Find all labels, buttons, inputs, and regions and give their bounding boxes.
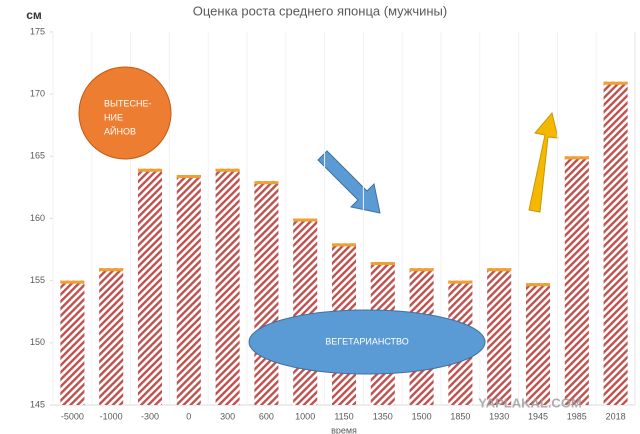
x-tick-label: 1985 [567,411,587,421]
x-tick-label: 0 [186,411,191,421]
bar-cap [293,218,318,222]
x-tick-label: -300 [141,411,159,421]
annotation-text: ВЕГЕТАРИАНСТВО [325,336,408,346]
bar [603,81,628,405]
bar-cap [603,81,628,85]
annotation-text: АЙНОВ [104,125,136,136]
x-tick-label: 1350 [373,411,393,421]
y-tick-label: 165 [30,151,45,161]
x-axis-label: время [331,425,357,434]
y-tick-label: 160 [30,213,45,223]
y-tick-label: 170 [30,89,45,99]
chart-title: Оценка роста среднего японца (мужчины) [193,3,447,18]
bar [176,174,201,405]
x-tick-label: -5000 [61,411,84,421]
x-tick-label: 300 [220,411,235,421]
bar-cap [487,268,512,272]
bar [60,280,85,405]
bar [564,156,589,405]
bar-cap [370,262,395,266]
y-tick-label: 150 [30,337,45,347]
bar-cap [137,168,163,172]
bar-cap [331,243,357,247]
x-tick-label: 1850 [450,411,470,421]
annotation-circle [78,66,172,160]
bar-cap [60,280,85,284]
bar [525,283,551,405]
x-tick-label: 1945 [528,411,548,421]
arrow-down [317,150,381,214]
y-tick-label: 175 [30,26,45,36]
bar-cap [215,168,240,172]
x-tick-label: -1000 [100,411,123,421]
bar-cap [176,174,201,178]
x-tick-label: 2018 [606,411,626,421]
arrow-up [528,111,559,213]
bar-cap [448,280,473,284]
x-tick-label: 1150 [334,411,353,421]
watermark: YAPLAKAL.COM [478,395,582,410]
bar [99,268,124,405]
bar [487,268,512,405]
bar [215,168,240,405]
bar-cap [564,156,589,160]
bar [254,181,279,405]
x-tick-label: 1500 [412,411,432,421]
y-tick-label: 145 [30,399,45,409]
bar-cap [254,181,279,185]
bar-cap [409,268,434,272]
annotation-ellipse [248,309,486,375]
annotation-text: ВЫТЕСНЕ- [104,98,151,108]
y-axis-label: см [26,8,42,22]
bar-cap [99,268,124,272]
y-tick-label: 155 [30,275,45,285]
x-tick-label: 1930 [489,411,509,421]
x-tick-label: 1000 [295,411,315,421]
bar-cap [525,283,551,287]
x-tick-label: 600 [259,411,274,421]
annotation-text: НИЕ [104,112,123,122]
bar [137,168,163,405]
bar [293,218,318,405]
